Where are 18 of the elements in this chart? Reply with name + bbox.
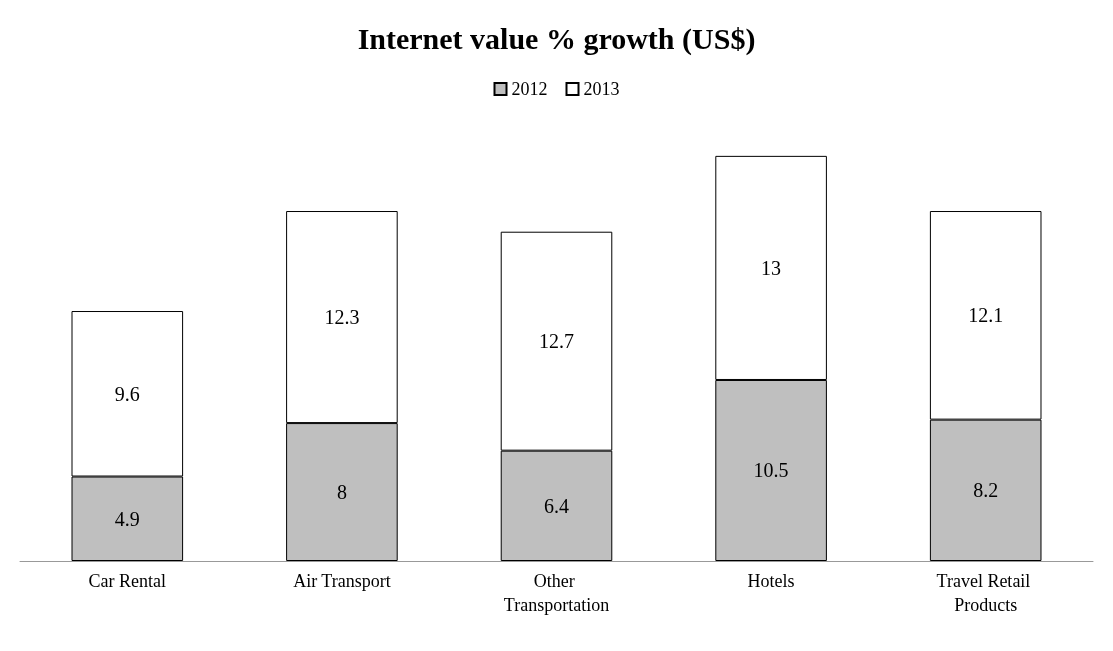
data-label: 10.5 — [753, 459, 789, 482]
data-label: 6.4 — [544, 494, 569, 517]
legend-label: 2012 — [511, 79, 548, 99]
data-label: 12.7 — [539, 330, 574, 353]
data-label: 12.3 — [324, 306, 360, 329]
chart-title: Internet value % growth (US$) — [357, 21, 756, 56]
data-label: 8 — [336, 481, 347, 504]
data-label: 4.9 — [114, 507, 140, 530]
x-tick-label: Other Transportation — [503, 571, 610, 615]
x-tick-label: Travel Retail Products — [936, 571, 1035, 615]
data-label: 8.2 — [973, 479, 999, 502]
x-tick-label: Air Transport — [293, 571, 391, 591]
x-tick-label: Car Rental — [88, 571, 167, 591]
data-label: 12.1 — [968, 304, 1004, 327]
legend-label: 2013 — [583, 79, 620, 99]
x-tick-label: Hotels — [747, 571, 795, 591]
data-label: 9.6 — [114, 382, 140, 405]
data-label: 13 — [761, 256, 782, 279]
